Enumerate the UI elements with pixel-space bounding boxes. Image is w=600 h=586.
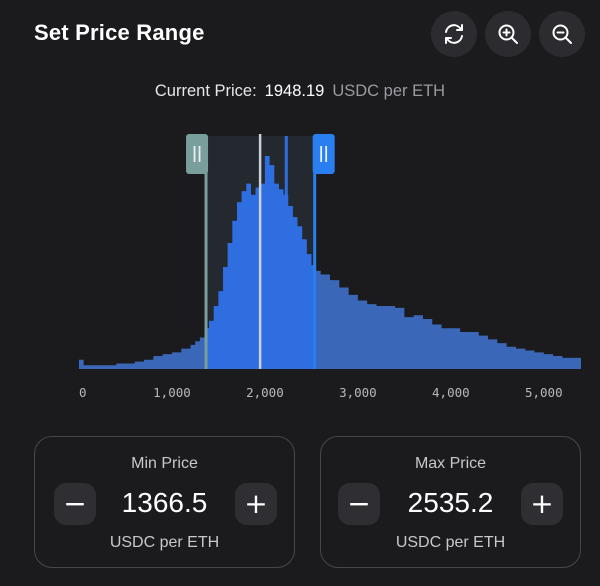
- current-price-unit: USDC per ETH: [332, 82, 446, 100]
- refresh-icon: [445, 24, 463, 44]
- liquidity-chart[interactable]: 0 1,000 2,000 3,000 4,000 5,000: [0, 128, 600, 408]
- max-price-handle: [312, 134, 335, 174]
- zoom-in-button[interactable]: [485, 11, 531, 57]
- liquidity-area: [79, 156, 581, 369]
- current-price-value: 1948.19: [264, 82, 325, 100]
- max-price-value[interactable]: 2535.2: [407, 487, 494, 518]
- x-tick-label: 1,000: [153, 385, 191, 400]
- x-tick-label: 5,000: [525, 385, 563, 400]
- x-tick-label: 3,000: [339, 385, 377, 400]
- current-price-label: Current Price:: [154, 82, 257, 100]
- min-price-card: Min Price − 1366.5 + USDC per ETH: [34, 436, 295, 568]
- x-tick-label: 2,000: [246, 385, 284, 400]
- x-tick-label: 0: [79, 385, 87, 400]
- refresh-button[interactable]: [431, 11, 477, 57]
- max-price-increment-button[interactable]: +: [521, 483, 563, 525]
- max-price-card: Max Price − 2535.2 + USDC per ETH: [320, 436, 581, 568]
- min-price-handle: [186, 134, 209, 174]
- page-title: Set Price Range: [34, 20, 205, 45]
- zoom-in-icon: [498, 24, 518, 44]
- current-price-row: Current Price: 1948.19 USDC per ETH: [0, 82, 600, 101]
- min-price-title: Min Price: [131, 455, 198, 472]
- zoom-out-button[interactable]: [539, 11, 585, 57]
- max-price-title: Max Price: [414, 455, 487, 472]
- x-tick-label: 4,000: [432, 385, 470, 400]
- min-price-unit: USDC per ETH: [109, 534, 220, 551]
- min-price-decrement-button[interactable]: −: [54, 483, 96, 525]
- max-price-decrement-button[interactable]: −: [338, 483, 380, 525]
- min-price-increment-button[interactable]: +: [235, 483, 277, 525]
- min-price-value[interactable]: 1366.5: [121, 487, 208, 518]
- zoom-out-icon: [552, 24, 572, 44]
- max-price-unit: USDC per ETH: [395, 534, 506, 551]
